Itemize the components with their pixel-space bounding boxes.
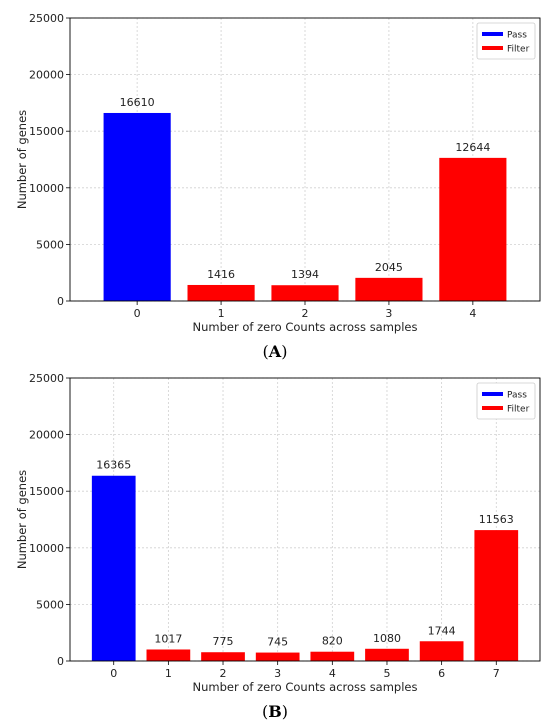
- legend-label-pass: Pass: [507, 391, 527, 401]
- bar-value-label: 12644: [455, 141, 490, 154]
- x-tick-label: 2: [302, 307, 309, 320]
- bar-4: [310, 651, 355, 661]
- bar-5: [365, 648, 409, 661]
- x-tick-label: 7: [493, 667, 500, 680]
- panel-caption-a: (A): [262, 342, 288, 361]
- bar-chart-a: 0 5000 10000 15000 20000 25000 16610 0 1416 1 1394…: [15, 12, 541, 334]
- bar-3: [355, 277, 423, 301]
- y-axis-label: Number of genes: [15, 110, 29, 209]
- x-tick-label: 1: [218, 307, 225, 320]
- y-tick-label: 5000: [36, 238, 64, 251]
- x-tick-label: 3: [274, 667, 281, 680]
- bar-value-label: 16365: [96, 459, 131, 472]
- y-tick-label: 25000: [29, 12, 64, 25]
- y-axis-label: Number of genes: [15, 470, 29, 569]
- bar-value-label: 820: [322, 635, 343, 648]
- x-tick-label: 4: [469, 307, 476, 320]
- bar-6: [419, 641, 464, 661]
- bar-value-label: 775: [213, 635, 234, 648]
- chart-panel-a: 0 5000 10000 15000 20000 25000 16610 0 1416 1 1394…: [0, 0, 550, 340]
- legend-label-filter: Filter: [507, 405, 530, 415]
- x-tick-label: 2: [220, 667, 227, 680]
- bar-1: [187, 284, 255, 301]
- y-tick-label: 0: [57, 655, 64, 668]
- bar-value-label: 1394: [291, 268, 319, 281]
- bar-2: [201, 652, 245, 661]
- x-tick-label: 6: [438, 667, 445, 680]
- x-axis-label: Number of zero Counts across samples: [193, 320, 418, 334]
- bar-value-label: 745: [267, 636, 288, 649]
- y-tick-label: 25000: [29, 372, 64, 385]
- legend-label-pass: Pass: [507, 31, 527, 41]
- x-tick-label: 0: [134, 307, 141, 320]
- x-tick-label: 5: [383, 667, 390, 680]
- plot-area: [70, 378, 540, 661]
- bar-value-label: 1080: [373, 632, 401, 645]
- y-tick-label: 10000: [29, 182, 64, 195]
- bar-0: [103, 112, 171, 302]
- legend-label-filter: Filter: [507, 45, 530, 55]
- x-tick-label: 0: [110, 667, 117, 680]
- bar-2: [271, 285, 339, 301]
- y-tick-label: 20000: [29, 69, 64, 82]
- bar-0: [91, 475, 136, 661]
- x-axis-label: Number of zero Counts across samples: [193, 680, 418, 694]
- x-tick-label: 3: [385, 307, 392, 320]
- x-tick-label: 4: [329, 667, 336, 680]
- y-tick-label: 5000: [36, 598, 64, 611]
- bar-chart-b: 0 5000 10000 15000 20000 25000 16365 0 1017 1 775 2…: [15, 372, 541, 694]
- panel-caption-a-label: A: [268, 342, 282, 361]
- bar-value-label: 1744: [428, 624, 456, 637]
- panel-caption-b-label: B: [268, 702, 282, 721]
- y-tick-label: 15000: [29, 125, 64, 138]
- bar-value-label: 16610: [120, 96, 155, 109]
- bar-3: [255, 652, 300, 661]
- bar-1: [146, 649, 191, 661]
- bar-value-label: 11563: [479, 513, 514, 526]
- plot-border: [69, 377, 541, 662]
- plot-border: [69, 17, 541, 302]
- y-tick-label: 0: [57, 295, 64, 308]
- bar-4: [439, 157, 507, 301]
- bar-value-label: 2045: [375, 261, 403, 274]
- bar-value-label: 1416: [207, 268, 235, 281]
- x-tick-label: 1: [165, 667, 172, 680]
- chart-panel-b: 0 5000 10000 15000 20000 25000 16365 0 1017 1 775 2…: [0, 360, 550, 700]
- y-tick-label: 10000: [29, 542, 64, 555]
- y-tick-label: 20000: [29, 429, 64, 442]
- panel-caption-b: (B): [261, 702, 289, 721]
- bar-value-label: 1017: [154, 632, 182, 645]
- bar-7: [474, 530, 519, 661]
- y-tick-label: 15000: [29, 485, 64, 498]
